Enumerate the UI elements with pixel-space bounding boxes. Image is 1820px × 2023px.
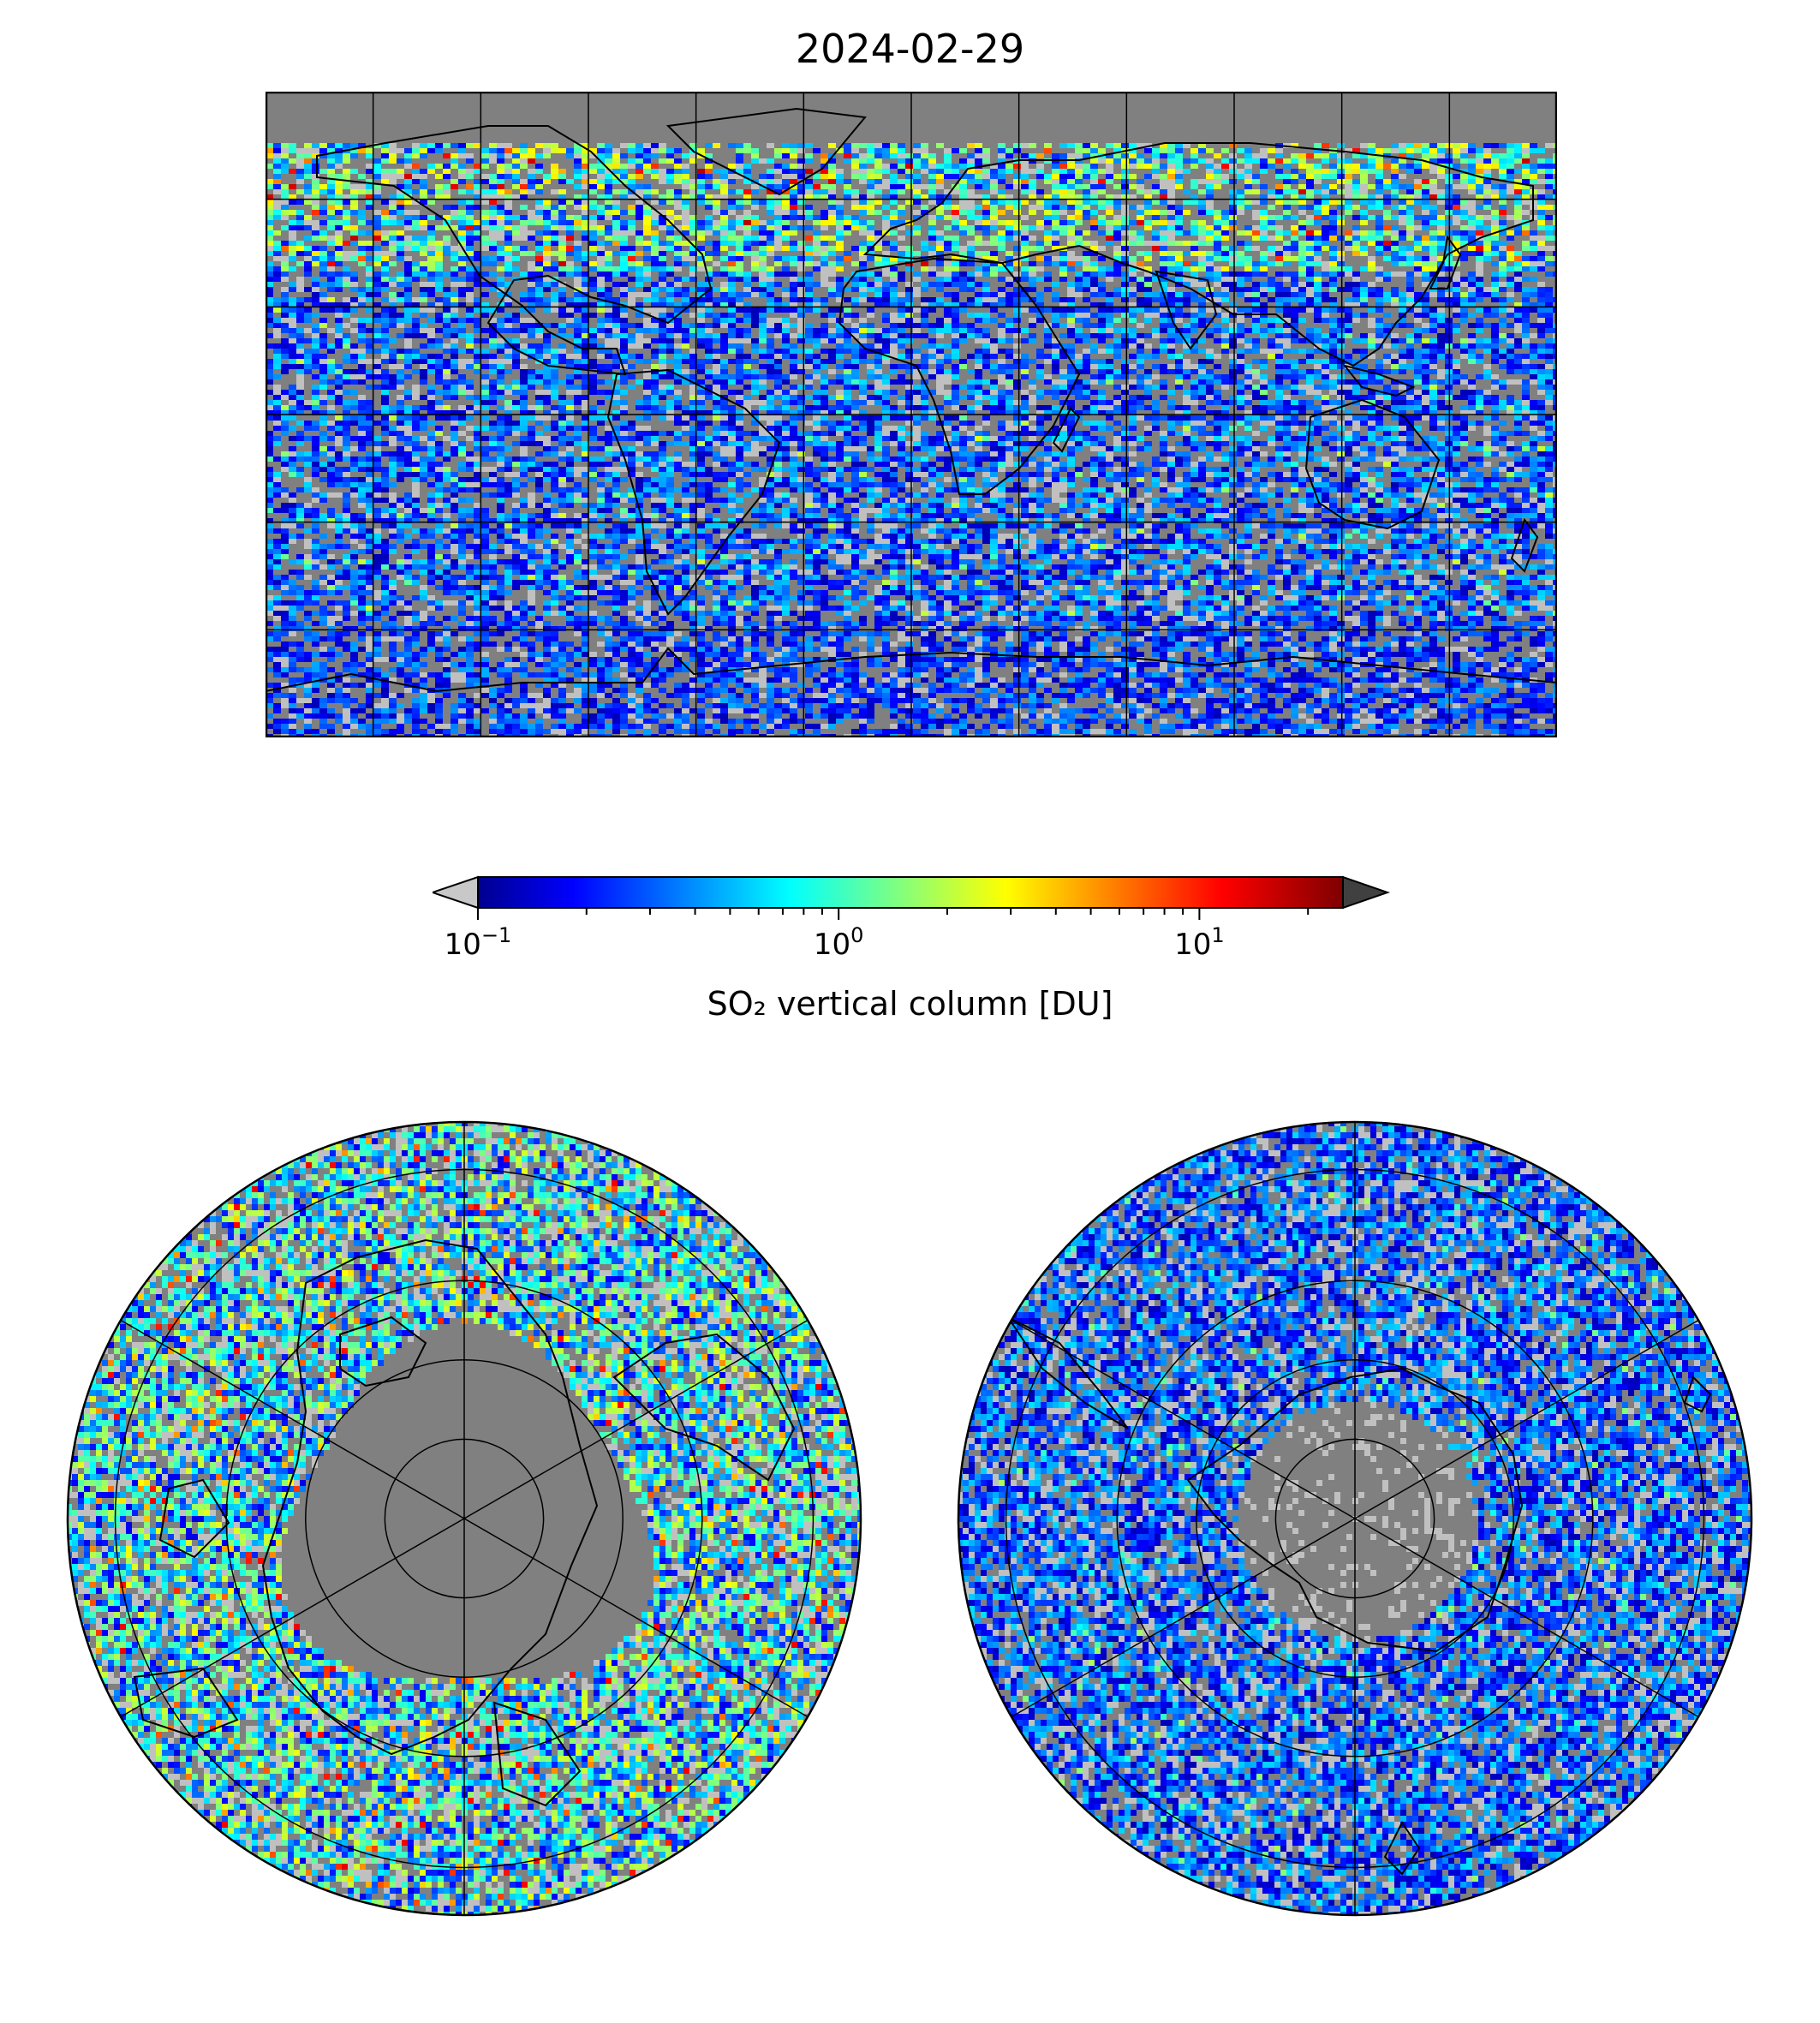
meridian-line <box>463 1518 809 1718</box>
so2-data-pixels <box>266 143 1557 737</box>
meridian-line <box>120 1319 465 1519</box>
meridian-line <box>1354 1518 1699 1718</box>
colorbar-tick-label: 10−1 <box>445 923 512 959</box>
map-frame <box>66 1120 862 1917</box>
colorbar: 10−1 100 101 <box>433 875 1391 959</box>
gridlines <box>1005 1122 1705 1915</box>
colorbar-ticks <box>477 908 1310 920</box>
colorbar-under-extension <box>433 875 479 910</box>
so2-data-pixels <box>958 1122 1751 1915</box>
map-title: 2024-02-29 <box>0 26 1820 72</box>
meridian-line <box>1354 1319 1699 1519</box>
coastlines <box>133 1238 796 1807</box>
colorbar-tick-labels: 10−1 100 101 <box>445 923 1225 959</box>
colorbar-tick-label: 101 <box>1174 923 1225 959</box>
meridian-line <box>120 1518 465 1718</box>
north-polar-so2-map <box>66 1120 862 1917</box>
colorbar-over-extension <box>1342 875 1391 910</box>
global-so2-map <box>266 92 1557 737</box>
gridlines <box>266 92 1557 737</box>
meridian-line <box>1011 1518 1356 1718</box>
map-frame <box>957 1120 1753 1917</box>
colorbar-tick-label: 100 <box>814 923 864 959</box>
gridlines <box>114 1122 815 1915</box>
meridian-line <box>1011 1319 1356 1519</box>
map-frame <box>266 92 1557 737</box>
colorbar-label: SO₂ vertical column [DU] <box>0 985 1820 1023</box>
colorbar-gradient <box>477 876 1344 909</box>
meridian-line <box>463 1319 809 1519</box>
south-polar-so2-map <box>957 1120 1753 1917</box>
